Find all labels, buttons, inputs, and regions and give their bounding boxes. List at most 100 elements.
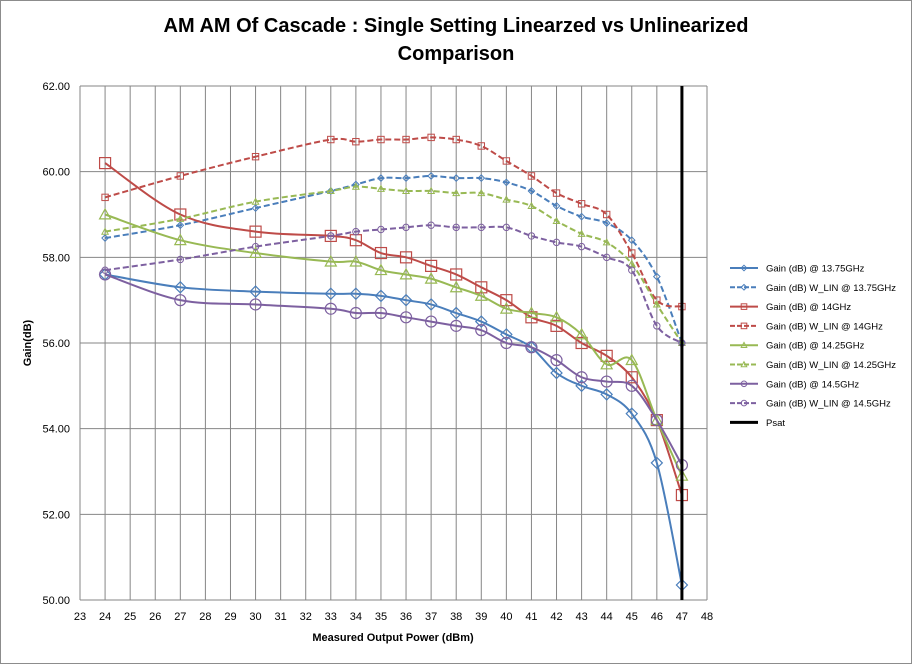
- series-line: [104, 162, 683, 496]
- data-point: [101, 227, 110, 235]
- data-point: [550, 310, 564, 323]
- x-axis-label: Measured Output Power (dBm): [312, 632, 474, 644]
- data-point: [502, 157, 511, 165]
- data-point: [502, 195, 511, 203]
- legend-item: Gain (dB) W_LIN @ 14.25GHz: [730, 360, 896, 371]
- x-tick-label: 27: [174, 611, 186, 623]
- data-point: [173, 280, 187, 294]
- data-point: [98, 157, 112, 170]
- data-point: [602, 253, 611, 262]
- data-point: [324, 229, 337, 243]
- data-point: [326, 186, 335, 195]
- data-point: [477, 188, 486, 197]
- data-point: [650, 414, 663, 427]
- data-point: [600, 388, 614, 401]
- legend: Gain (dB) @ 13.75GHz Gain (dB) W_LIN @ 13…: [730, 264, 896, 429]
- data-point: [577, 229, 586, 237]
- data-point: [399, 311, 413, 324]
- data-point: [424, 272, 438, 284]
- data-point: [324, 302, 337, 315]
- data-point: [326, 187, 335, 195]
- x-tick-label: 48: [701, 611, 713, 623]
- data-point: [176, 172, 185, 180]
- x-tick-label: 41: [525, 611, 537, 623]
- data-point: [475, 281, 488, 294]
- legend-item: Gain (dB) W_LIN @ 13.75GHz: [730, 283, 896, 294]
- x-tick-label: 43: [575, 611, 587, 623]
- series-line: [104, 185, 683, 344]
- data-point: [352, 137, 360, 146]
- y-tick-label: 50.00: [42, 595, 70, 607]
- data-point: [174, 294, 187, 307]
- data-point: [327, 135, 335, 144]
- data-point: [101, 193, 109, 202]
- data-point: [627, 236, 636, 245]
- data-point: [176, 255, 185, 264]
- data-point: [552, 202, 561, 210]
- series-line: [104, 213, 683, 477]
- series-gain-db-14ghz: [98, 157, 689, 502]
- x-tick-label: 25: [124, 611, 136, 623]
- data-point: [527, 201, 536, 209]
- legend-item: Gain (dB) W_LIN @ 14.5GHz: [730, 399, 891, 410]
- data-point: [550, 366, 563, 380]
- data-point: [324, 254, 338, 267]
- data-point: [740, 380, 748, 388]
- data-point: [625, 353, 639, 366]
- legend-label: Gain (dB) W_LIN @ 13.75GHz: [766, 283, 896, 294]
- data-point: [602, 219, 611, 227]
- legend-label: Gain (dB) W_LIN @ 14.25GHz: [766, 360, 896, 371]
- data-point: [399, 251, 413, 264]
- x-tick-label: 46: [651, 611, 663, 623]
- data-point: [577, 242, 586, 251]
- series-gain-db-w-lin-14-5ghz: [101, 221, 686, 347]
- data-point: [552, 189, 561, 197]
- data-point: [499, 301, 513, 314]
- data-point: [650, 413, 664, 426]
- data-point: [427, 221, 435, 229]
- data-point: [628, 266, 636, 274]
- legend-item: Gain (dB) @ 14.25GHz: [730, 341, 865, 352]
- data-point: [625, 379, 638, 392]
- data-point: [477, 142, 485, 150]
- x-tick-label: 28: [199, 611, 211, 623]
- y-tick-label: 54.00: [42, 424, 70, 436]
- data-point: [475, 324, 488, 337]
- x-tick-label: 39: [475, 611, 487, 623]
- data-point: [251, 242, 260, 251]
- x-tick-label: 26: [149, 611, 161, 623]
- data-point: [399, 267, 413, 280]
- series-line: [104, 273, 683, 466]
- data-point: [652, 300, 661, 308]
- data-point: [176, 221, 185, 230]
- legend-label: Gain (dB) W_LIN @ 14.5GHz: [766, 399, 891, 410]
- x-tick-label: 33: [325, 611, 337, 623]
- data-point: [652, 272, 661, 281]
- data-point: [740, 264, 748, 272]
- x-tick-label: 34: [350, 611, 362, 623]
- data-point: [740, 283, 748, 291]
- data-point: [575, 379, 588, 393]
- data-point: [351, 180, 360, 189]
- x-tick-label: 42: [550, 611, 562, 623]
- data-point: [324, 287, 338, 301]
- data-point: [174, 208, 187, 221]
- series-gain-db-w-lin-13-75ghz: [101, 172, 686, 347]
- data-point: [374, 306, 388, 320]
- data-point: [740, 399, 748, 407]
- data-point: [452, 174, 461, 182]
- data-point: [98, 268, 112, 281]
- data-point: [627, 259, 636, 267]
- data-point: [402, 223, 410, 232]
- data-point: [502, 178, 511, 187]
- data-point: [374, 246, 388, 260]
- data-point: [600, 357, 614, 370]
- data-point: [425, 315, 438, 328]
- data-point: [600, 375, 613, 388]
- data-point: [427, 133, 435, 142]
- data-point: [450, 268, 463, 281]
- y-tick-label: 56.00: [42, 338, 70, 350]
- data-point: [602, 238, 611, 246]
- data-point: [425, 259, 438, 272]
